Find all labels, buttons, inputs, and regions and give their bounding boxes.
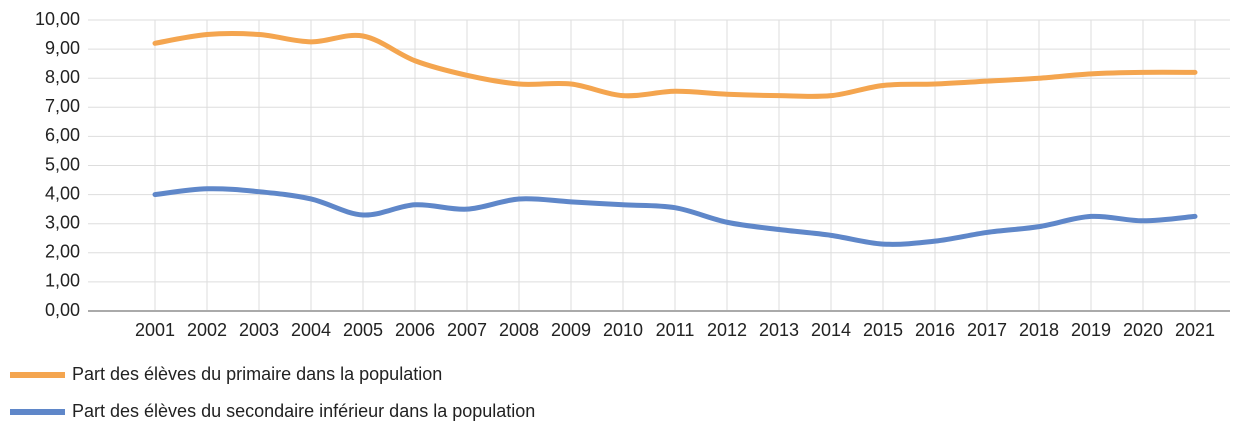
x-tick-label: 2021 xyxy=(1175,320,1215,340)
x-tick-label: 2017 xyxy=(967,320,1007,340)
x-tick-label: 2004 xyxy=(291,320,331,340)
x-tick-label: 2016 xyxy=(915,320,955,340)
y-tick-label: 8,00 xyxy=(45,67,80,87)
y-tick-label: 3,00 xyxy=(45,212,80,232)
x-tick-label: 2006 xyxy=(395,320,435,340)
y-tick-label: 6,00 xyxy=(45,125,80,145)
x-tick-label: 2018 xyxy=(1019,320,1059,340)
y-tick-label: 2,00 xyxy=(45,242,80,262)
x-tick-label: 2012 xyxy=(707,320,747,340)
y-tick-label: 9,00 xyxy=(45,38,80,58)
series-line xyxy=(152,186,1198,247)
y-tick-label: 10,00 xyxy=(35,9,80,29)
legend-label: Part des élèves du primaire dans la popu… xyxy=(72,364,442,384)
x-tick-label: 2019 xyxy=(1071,320,1111,340)
x-tick-label: 2008 xyxy=(499,320,539,340)
x-tick-label: 2009 xyxy=(551,320,591,340)
x-tick-label: 2001 xyxy=(135,320,175,340)
y-tick-label: 5,00 xyxy=(45,154,80,174)
x-tick-label: 2011 xyxy=(656,320,695,340)
legend-label: Part des élèves du secondaire inférieur … xyxy=(72,401,535,421)
x-tick-label: 2010 xyxy=(603,320,643,340)
series-line xyxy=(152,31,1198,99)
x-tick-label: 2015 xyxy=(863,320,903,340)
x-tick-label: 2020 xyxy=(1123,320,1163,340)
y-tick-label: 4,00 xyxy=(45,183,80,203)
y-tick-label: 7,00 xyxy=(45,96,80,116)
x-tick-label: 2007 xyxy=(447,320,487,340)
y-tick-label: 0,00 xyxy=(45,300,80,320)
x-tick-label: 2005 xyxy=(343,320,383,340)
x-tick-label: 2013 xyxy=(759,320,799,340)
x-tick-label: 2002 xyxy=(187,320,227,340)
y-tick-label: 1,00 xyxy=(45,271,80,291)
x-tick-label: 2014 xyxy=(811,320,851,340)
x-tick-label: 2003 xyxy=(239,320,279,340)
